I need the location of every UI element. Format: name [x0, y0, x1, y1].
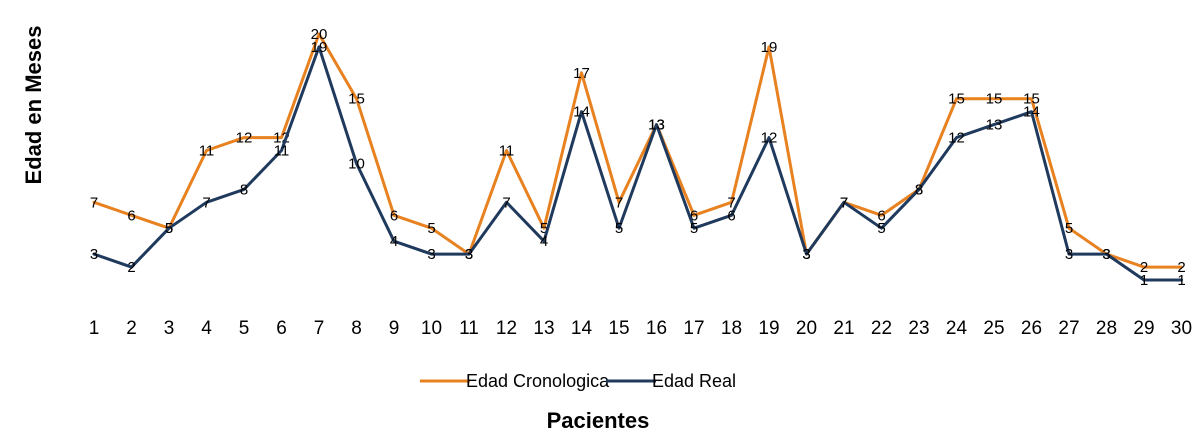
data-label: 5: [165, 220, 173, 237]
x-tick-label: 12: [496, 318, 517, 339]
data-label: 6: [127, 207, 135, 224]
data-label: 5: [615, 220, 623, 237]
data-label: 13: [648, 117, 665, 134]
legend: Edad Cronologica Edad Real: [420, 371, 736, 391]
data-label: 6: [727, 207, 735, 224]
data-label: 7: [615, 194, 623, 211]
data-label: 15: [348, 91, 365, 108]
legend-item: Edad Real: [606, 371, 736, 391]
data-label: 5: [1065, 220, 1073, 237]
x-tick-label: 17: [683, 318, 704, 339]
data-label: 4: [540, 233, 548, 250]
x-tick-label: 25: [983, 318, 1004, 339]
x-tick-label: 7: [314, 318, 325, 339]
data-label: 3: [465, 246, 473, 263]
x-tick-label: 20: [796, 318, 817, 339]
data-label: 7: [502, 194, 510, 211]
x-tick-label: 23: [908, 318, 929, 339]
x-tick-labels: 1 2 3 4 5 6 7 8 9 10 11 12 13 14 15 16 17 18 19 20 21 22 23 24 2…: [89, 318, 1192, 339]
x-tick-label: 9: [389, 318, 400, 339]
data-label: 2: [127, 259, 135, 276]
x-tick-label: 27: [1058, 318, 1079, 339]
series-line: [92, 32, 1183, 269]
data-label: 1: [1177, 272, 1185, 289]
data-label: 6: [390, 207, 398, 224]
data-label: 14: [573, 104, 590, 121]
data-label: 6: [690, 207, 698, 224]
x-tick-label: 19: [758, 318, 779, 339]
data-label: 10: [348, 156, 365, 173]
data-label: 17: [573, 65, 590, 82]
x-tick-label: 15: [608, 318, 629, 339]
x-tick-label: 22: [871, 318, 892, 339]
data-label: 15: [986, 91, 1003, 108]
data-label: 14: [1023, 104, 1040, 121]
data-label: 11: [199, 143, 215, 160]
data-label: 3: [90, 246, 98, 263]
y-axis-title: Edad en Meses: [21, 26, 46, 185]
legend-label: Edad Real: [652, 371, 736, 391]
data-label: 19: [761, 39, 778, 56]
data-label: 5: [877, 220, 885, 237]
data-label: 3: [1065, 246, 1073, 263]
legend-label: Edad Cronologica: [466, 371, 610, 391]
series-line: [92, 45, 1183, 282]
data-label: 4: [390, 233, 398, 250]
x-tick-label: 26: [1021, 318, 1042, 339]
data-label: 8: [240, 181, 248, 198]
x-tick-label: 16: [646, 318, 667, 339]
data-label: 1: [1140, 272, 1148, 289]
data-label: 7: [727, 194, 735, 211]
x-tick-label: 14: [571, 318, 593, 339]
data-label: 2: [1140, 259, 1148, 276]
data-label: 3: [1102, 246, 1110, 263]
x-tick-label: 24: [946, 318, 968, 339]
data-label: 5: [690, 220, 698, 237]
data-label: 11: [274, 143, 290, 160]
x-tick-label: 1: [89, 318, 100, 339]
data-label: 8: [915, 181, 923, 198]
data-label: 11: [499, 143, 515, 160]
x-tick-label: 21: [833, 318, 854, 339]
data-label: 3: [427, 246, 435, 263]
x-tick-label: 11: [459, 318, 479, 339]
x-tick-label: 4: [201, 318, 212, 339]
data-label: 5: [540, 220, 548, 237]
data-label: 12: [948, 130, 965, 147]
x-tick-label: 28: [1096, 318, 1117, 339]
data-label: 12: [761, 130, 778, 147]
data-label: 13: [986, 117, 1003, 134]
x-tick-label: 2: [126, 318, 137, 339]
x-axis-title: Pacientes: [547, 408, 650, 433]
x-tick-label: 10: [421, 318, 442, 339]
data-label: 12: [236, 130, 253, 147]
data-label: 15: [948, 91, 965, 108]
x-tick-label: 5: [239, 318, 250, 339]
data-label: 7: [840, 194, 848, 211]
x-tick-label: 6: [276, 318, 287, 339]
x-tick-label: 30: [1171, 318, 1192, 339]
data-label: 3: [802, 246, 810, 263]
x-tick-label: 8: [351, 318, 362, 339]
legend-item: Edad Cronologica: [420, 371, 610, 391]
x-tick-label: 18: [721, 318, 742, 339]
x-tick-label: 3: [164, 318, 175, 339]
data-label: 7: [90, 194, 98, 211]
data-label: 20: [311, 26, 328, 43]
x-tick-label: 29: [1133, 318, 1154, 339]
data-label: 5: [427, 220, 435, 237]
data-label: 19: [311, 39, 328, 56]
data-label: 15: [1023, 91, 1040, 108]
data-label: 6: [877, 207, 885, 224]
data-label: 7: [202, 194, 210, 211]
x-tick-label: 13: [533, 318, 554, 339]
data-label: 2: [1177, 259, 1185, 276]
